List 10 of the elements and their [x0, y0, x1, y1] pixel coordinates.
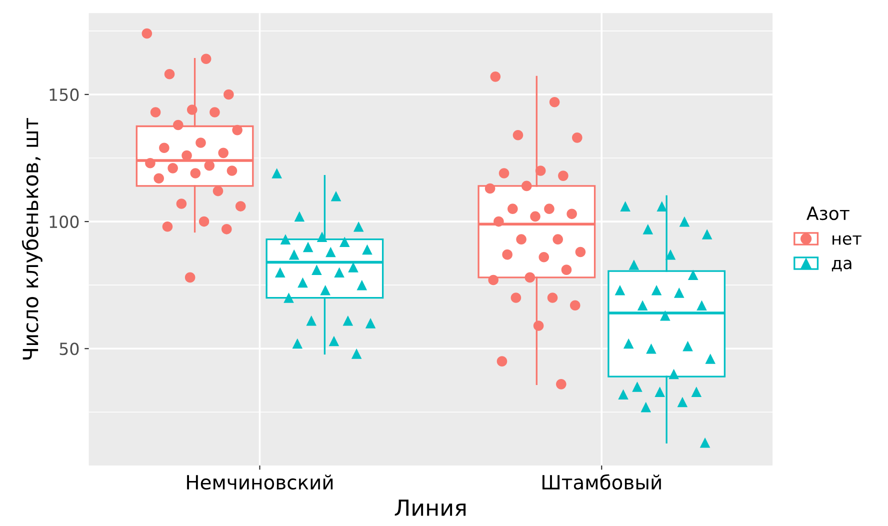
legend-label: да: [832, 260, 852, 272]
x-tick-label: Немчиновский: [187, 474, 333, 490]
y-tick-label: 100: [50, 216, 79, 228]
y-tick-label: 50: [60, 342, 79, 356]
legend-label: нет: [832, 235, 862, 245]
y-axis-title: Число клубеньков, шт: [22, 118, 42, 360]
x-tick-label: Штамбовый: [542, 474, 661, 490]
legend-title: Азот: [806, 206, 850, 220]
y-tick-label: 150: [50, 88, 79, 102]
x-axis-title: Линия: [394, 500, 466, 516]
